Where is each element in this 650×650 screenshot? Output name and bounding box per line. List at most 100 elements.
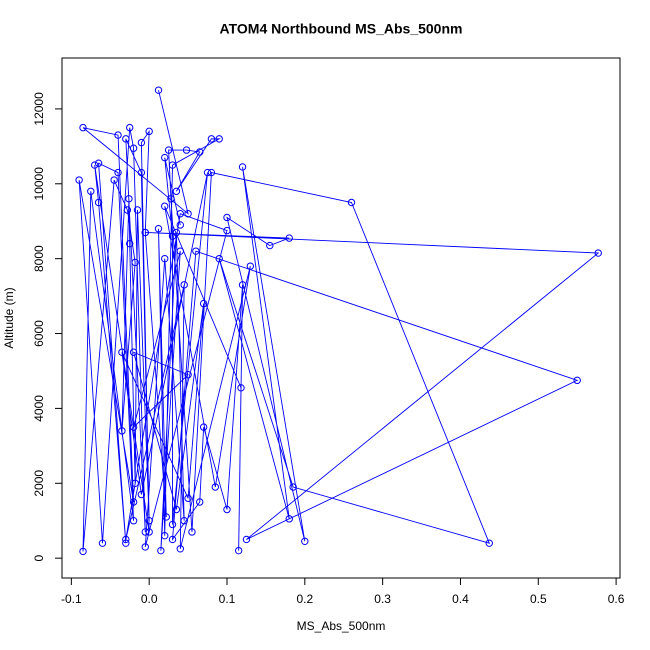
data-point xyxy=(145,528,153,536)
data-point xyxy=(184,210,192,218)
data-point xyxy=(141,543,149,551)
data-point xyxy=(207,168,216,177)
data-point xyxy=(347,198,356,207)
x-tick-label: 0.3 xyxy=(374,592,391,606)
data-point xyxy=(594,249,602,257)
data-point xyxy=(114,168,122,177)
data-point xyxy=(164,146,173,154)
data-point xyxy=(184,494,192,502)
data-point xyxy=(182,146,191,154)
data-point xyxy=(129,498,138,506)
data-point xyxy=(94,159,103,167)
data-point xyxy=(161,254,169,263)
data-point xyxy=(75,176,83,184)
data-point xyxy=(122,135,130,143)
data-point xyxy=(126,239,134,248)
data-point xyxy=(129,144,138,152)
data-point xyxy=(94,198,103,207)
x-tick-label: 0.5 xyxy=(530,592,547,606)
y-tick-label: 4000 xyxy=(32,395,46,422)
data-point xyxy=(223,213,231,222)
data-point xyxy=(98,539,107,547)
data-point xyxy=(223,505,231,514)
data-point xyxy=(188,528,196,536)
data-point xyxy=(123,206,132,214)
data-point xyxy=(114,131,122,139)
data-point xyxy=(215,135,223,143)
x-tick-label: 0.4 xyxy=(452,592,469,606)
x-tick-label: 0.2 xyxy=(296,592,313,606)
data-point xyxy=(573,376,581,385)
data-point xyxy=(180,281,188,289)
data-point xyxy=(79,547,87,556)
data-point xyxy=(215,254,223,263)
data-point xyxy=(118,427,126,435)
data-point xyxy=(90,161,99,169)
data-point xyxy=(161,153,169,162)
data-point xyxy=(203,168,212,177)
data-point xyxy=(137,490,146,499)
y-tick-label: 10000 xyxy=(32,167,46,201)
data-point xyxy=(192,247,200,255)
data-point xyxy=(242,535,251,544)
y-tick-label: 2000 xyxy=(32,470,46,497)
data-point xyxy=(199,423,208,431)
data-point xyxy=(87,187,95,195)
data-point xyxy=(129,423,138,431)
data-point xyxy=(168,520,177,529)
data-point xyxy=(172,228,181,237)
data-point xyxy=(238,281,247,289)
data-point xyxy=(129,517,138,525)
data-point xyxy=(176,221,184,229)
data-point xyxy=(196,148,204,156)
data-point xyxy=(301,537,309,546)
data-point xyxy=(266,241,274,250)
data-point xyxy=(157,546,165,555)
y-axis-label: Altitude (m) xyxy=(2,287,16,348)
data-point xyxy=(207,135,216,143)
data-point xyxy=(125,195,133,203)
y-tick-label: 0 xyxy=(32,555,46,562)
data-point xyxy=(238,163,247,171)
x-tick-label: -0.1 xyxy=(61,592,82,606)
data-point xyxy=(289,483,297,491)
data-point xyxy=(141,528,149,536)
data-point xyxy=(129,348,138,356)
data-point xyxy=(161,202,169,210)
data-point xyxy=(172,505,181,514)
data-point xyxy=(122,535,130,544)
data-point xyxy=(126,123,134,132)
data-point xyxy=(110,176,118,184)
chart-title: ATOM4 Northbound MS_Abs_500nm xyxy=(220,21,463,37)
data-point xyxy=(167,195,175,203)
data-point xyxy=(285,234,293,242)
x-tick-label: 0.1 xyxy=(219,592,236,606)
data-point xyxy=(237,384,245,392)
data-point xyxy=(137,138,146,147)
data-point xyxy=(246,262,255,270)
data-point xyxy=(145,127,153,136)
data-point xyxy=(137,168,146,177)
data-point xyxy=(176,545,184,553)
data-point xyxy=(133,206,142,214)
y-tick-label: 6000 xyxy=(32,320,46,347)
x-tick-label: 0.0 xyxy=(141,592,158,606)
data-point xyxy=(79,123,87,132)
data-point xyxy=(211,483,220,491)
data-point xyxy=(161,531,169,540)
data-point xyxy=(141,228,149,237)
data-point xyxy=(131,258,139,267)
data-point xyxy=(145,517,153,525)
data-point xyxy=(234,546,243,555)
x-tick-label: 0.6 xyxy=(608,592,625,606)
data-point xyxy=(162,513,170,521)
data-point xyxy=(118,348,126,356)
data-point xyxy=(199,299,208,308)
x-axis-label: MS_Abs_500nm xyxy=(297,619,386,633)
y-tick-label: 12000 xyxy=(32,92,46,126)
y-tick-label: 8000 xyxy=(32,245,46,272)
data-line xyxy=(78,90,600,552)
data-point xyxy=(168,232,177,240)
data-point xyxy=(223,226,231,235)
